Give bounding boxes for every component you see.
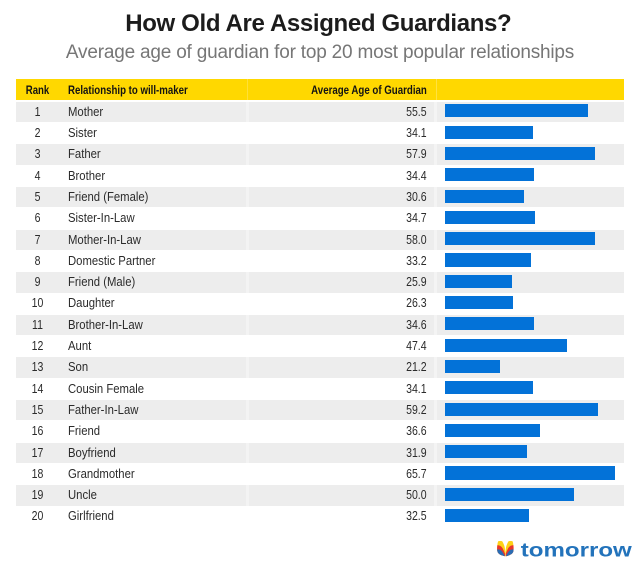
svg-text:tomorrow: tomorrow <box>520 541 631 557</box>
